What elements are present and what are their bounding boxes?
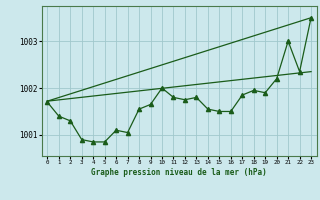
X-axis label: Graphe pression niveau de la mer (hPa): Graphe pression niveau de la mer (hPa) [91, 168, 267, 177]
